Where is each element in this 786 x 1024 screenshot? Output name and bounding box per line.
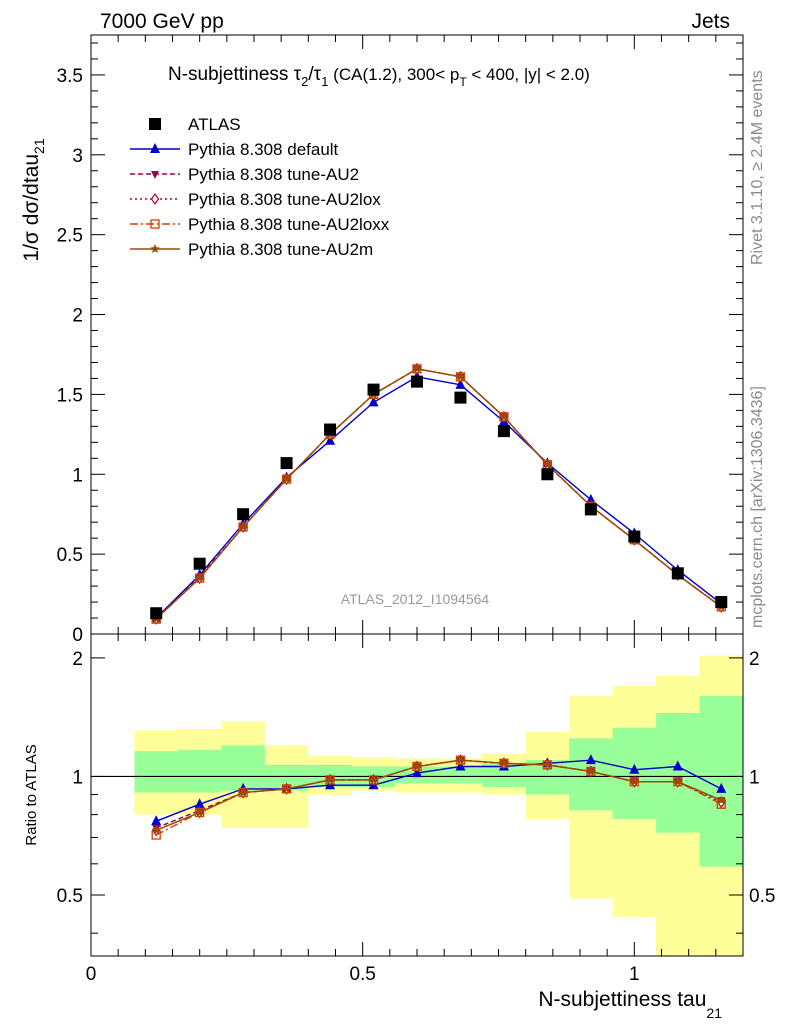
ratio-series-point xyxy=(151,815,162,826)
main-series-line xyxy=(155,368,722,620)
ratio-series-point xyxy=(281,783,292,793)
legend-label: ATLAS xyxy=(188,115,241,134)
main-series-point xyxy=(585,493,596,504)
ratio-stat-uncertainty-band xyxy=(656,712,700,833)
ratio-y-tick-label: 2 xyxy=(72,649,83,670)
main-y-tick-label: 0.5 xyxy=(57,545,83,566)
data-point xyxy=(193,557,206,570)
data-point xyxy=(715,596,728,609)
main-y-tick-label: 1.5 xyxy=(57,385,83,406)
main-y-tick-label: 2 xyxy=(72,306,83,327)
ratio-series-point xyxy=(194,798,205,809)
ratio-series-point xyxy=(325,774,335,784)
ratio-series-point xyxy=(412,761,422,771)
data-point xyxy=(280,457,293,470)
ratio-series-point xyxy=(151,825,161,835)
main-plot-title: N-subjettiness τ2/τ1 (CA(1.2), 300< pT <… xyxy=(168,64,590,89)
ratio-series-point xyxy=(716,782,727,793)
legend-marker xyxy=(150,143,160,153)
legend-label: Pythia 8.308 tune-AU2loxx xyxy=(188,215,390,234)
analysis-watermark: ATLAS_2012_I1094564 xyxy=(341,591,490,607)
data-point xyxy=(324,423,337,436)
main-series-line xyxy=(155,368,722,620)
ratio-series-line xyxy=(155,759,722,831)
ratio-series-point xyxy=(672,760,683,771)
header-process-label: Jets xyxy=(691,10,730,33)
ratio-y-tick-label-right: 0.5 xyxy=(749,886,775,907)
legend-label: Pythia 8.308 tune-AU2 xyxy=(188,165,359,184)
main-y-tick-label: 3.5 xyxy=(57,66,83,87)
ratio-series-point xyxy=(629,776,640,786)
main-series-point xyxy=(455,371,466,381)
main-y-tick-label: 1 xyxy=(72,465,83,486)
x-axis-label: N-subjettiness tau21 xyxy=(538,988,722,1021)
legend-marker xyxy=(151,171,159,179)
header-beam-label: 7000 GeV pp xyxy=(100,10,224,33)
ratio-series-point xyxy=(238,787,248,797)
rivet-version-label: Rivet 3.1.10, ≥ 2.4M events xyxy=(749,70,766,265)
ratio-series-point xyxy=(673,776,683,786)
main-y-axis-label: 1/σ dσ/dtau21 xyxy=(20,138,47,261)
ratio-series-point xyxy=(585,754,596,765)
ratio-y-tick-label: 0.5 xyxy=(57,886,83,907)
ratio-stat-uncertainty-band xyxy=(438,766,483,784)
ratio-stat-uncertainty-band xyxy=(482,763,526,788)
data-point xyxy=(367,383,380,396)
ratio-stat-uncertainty-band xyxy=(177,749,222,793)
ratio-series-point xyxy=(542,759,553,769)
main-series-point xyxy=(281,474,292,484)
ratio-series-point xyxy=(194,807,205,817)
ratio-series-point xyxy=(716,795,726,805)
main-series-point xyxy=(499,411,509,421)
data-point xyxy=(497,425,510,438)
data-point xyxy=(628,530,641,543)
data-point xyxy=(671,567,684,580)
legend-marker xyxy=(150,192,160,206)
legend-marker xyxy=(150,219,160,229)
data-point xyxy=(584,503,597,516)
data-point xyxy=(541,468,554,481)
mcplots-reference-label: mcplots.cern.ch [arXiv:1306.3436] xyxy=(749,386,766,628)
main-y-tick-label: 0 xyxy=(72,625,83,646)
main-y-tick-label: 3 xyxy=(72,146,83,167)
ratio-series-point xyxy=(455,755,466,765)
main-series-point xyxy=(368,396,379,407)
main-series-line xyxy=(155,368,722,620)
legend-label: Pythia 8.308 default xyxy=(188,140,339,159)
ratio-y-tick-label-right: 1 xyxy=(749,767,760,788)
legend-label: Pythia 8.308 tune-AU2lox xyxy=(188,190,381,209)
legend-label: Pythia 8.308 tune-AU2m xyxy=(188,240,373,259)
ratio-y-tick-label: 1 xyxy=(72,767,83,788)
ratio-series-point xyxy=(499,758,509,768)
x-tick-label: 1 xyxy=(629,964,640,985)
data-point xyxy=(454,391,467,404)
ratio-y-axis-label: Ratio to ATLAS xyxy=(23,744,40,845)
main-series-point xyxy=(412,363,422,373)
main-series-line xyxy=(155,376,722,619)
main-series-line xyxy=(155,368,722,620)
legend-marker xyxy=(149,118,161,130)
main-series-point xyxy=(542,459,553,469)
ratio-series-point xyxy=(368,774,379,784)
main-series-point xyxy=(238,522,248,531)
x-tick-label: 0.5 xyxy=(349,964,375,985)
ratio-series-point xyxy=(629,763,640,774)
main-y-tick-label: 2.5 xyxy=(57,226,83,247)
main-series-point xyxy=(455,378,466,389)
x-tick-label: 0 xyxy=(86,964,97,985)
ratio-y-tick-label-right: 2 xyxy=(749,649,760,670)
data-point xyxy=(411,375,423,388)
legend-marker xyxy=(150,244,160,253)
data-point xyxy=(237,508,250,521)
data-point xyxy=(150,607,163,620)
ratio-series-line xyxy=(155,759,722,822)
ratio-stat-uncertainty-band xyxy=(134,751,178,793)
main-series-point xyxy=(194,573,205,583)
ratio-series-point xyxy=(586,766,596,776)
